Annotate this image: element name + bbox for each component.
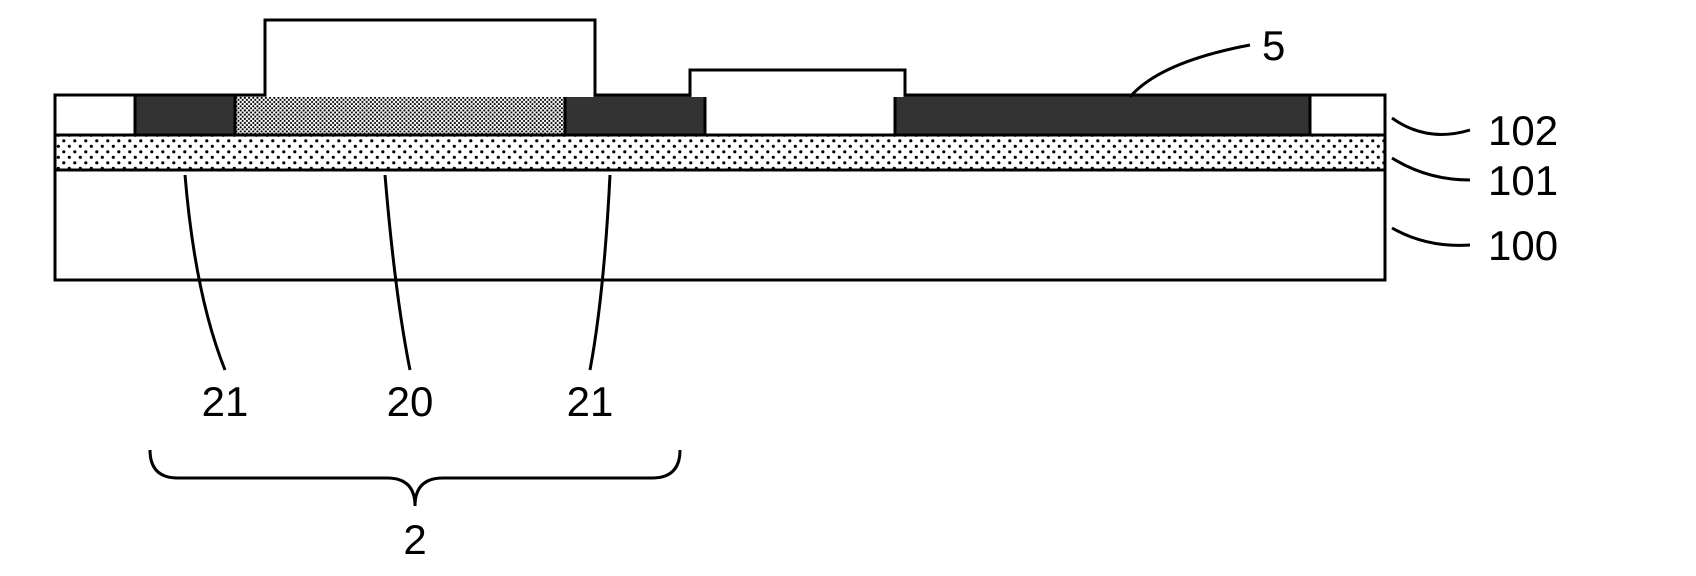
leader-100 [1392,228,1470,245]
region-21-left [135,95,235,135]
top-chunk-left [265,20,595,95]
label-21r: 21 [567,378,614,425]
region-5 [895,95,1310,135]
layer-100 [55,170,1385,280]
label-100: 100 [1488,222,1558,269]
label-102: 102 [1488,107,1558,154]
label-2: 2 [403,516,426,563]
region-21-right [565,95,705,135]
label-101: 101 [1488,157,1558,204]
layer-102-block-1 [705,95,895,135]
label-21l: 21 [202,378,249,425]
brace-region-2 [150,450,680,506]
label-5: 5 [1262,22,1285,69]
layer-102-block-2 [1310,95,1385,135]
leader-101 [1392,158,1470,180]
top-chunk-right [690,70,905,95]
region-20 [235,95,565,135]
layer-101 [55,135,1385,170]
leader-5 [1130,45,1250,97]
label-20: 20 [387,378,434,425]
layer-102-block-0 [55,95,135,135]
leader-102 [1392,118,1470,134]
